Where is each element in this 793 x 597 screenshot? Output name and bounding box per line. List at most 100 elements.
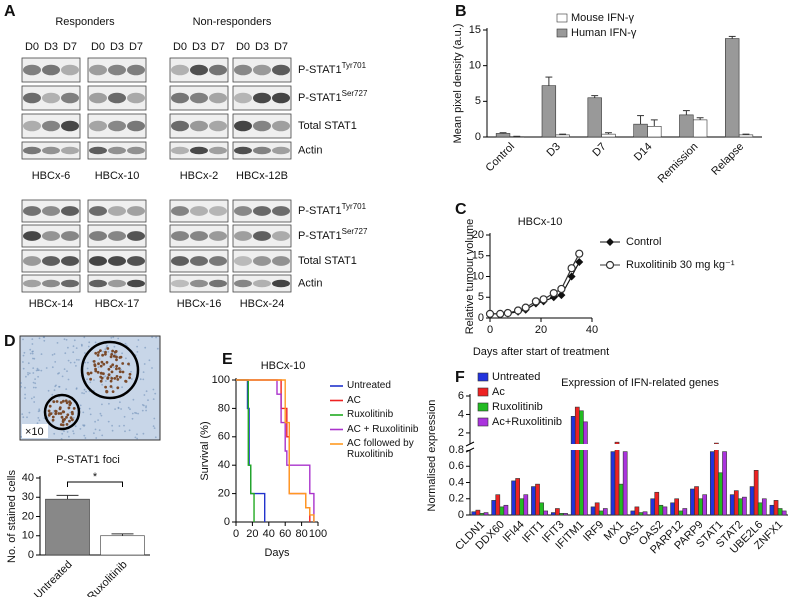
blot-band (272, 64, 290, 76)
tissue-dot (84, 352, 86, 354)
blot-band (171, 92, 189, 104)
bar (698, 498, 703, 516)
y-tick-label: 4 (458, 408, 464, 420)
blot-band (61, 206, 79, 216)
tissue-dot (104, 348, 107, 351)
blot-band (171, 206, 189, 216)
blot-band (272, 231, 290, 241)
tissue-dot (31, 338, 34, 340)
bar (634, 506, 640, 516)
y-tick-label: 2 (458, 427, 464, 439)
blot-band (61, 64, 79, 76)
stained-dot (70, 410, 74, 414)
blot-band (253, 92, 271, 104)
blot-band (89, 146, 107, 155)
y-tick-label: 15 (469, 24, 481, 36)
bar (541, 85, 557, 138)
bar (638, 512, 644, 516)
bar (45, 498, 90, 556)
y-tick-label: 5 (475, 95, 481, 107)
tissue-dot (93, 379, 95, 381)
tissue-dot (87, 345, 90, 348)
timepoint-label: D7 (274, 41, 288, 53)
sample-label: HBCx-12B (236, 170, 288, 182)
stained-dot (115, 367, 118, 371)
tissue-dot (152, 388, 155, 391)
legend-label-box: AC + Ruxolitinib (347, 424, 418, 435)
blot-band (23, 206, 41, 216)
survival-curve (236, 379, 315, 522)
bar (682, 508, 688, 516)
blot (21, 141, 81, 160)
stained-dot (57, 412, 61, 415)
y-tick-label: 10 (22, 530, 34, 542)
focus-ring (43, 393, 81, 431)
bar (722, 451, 727, 516)
tissue-dot (129, 408, 131, 411)
tissue-dot (110, 336, 113, 339)
tissue-dot (81, 344, 83, 347)
tissue-dot (61, 375, 64, 378)
legend-label: Ac+Ruxolitinib (492, 416, 562, 428)
blot-band (272, 256, 290, 266)
chart-title: HBCx-10 (518, 216, 563, 228)
timepoint-label: D3 (44, 41, 58, 53)
tissue-dot (86, 378, 88, 381)
tissue-dot (27, 372, 29, 374)
tissue-dot (52, 411, 54, 414)
bar (630, 510, 636, 516)
tissue-dot (151, 367, 153, 369)
blot-band (42, 120, 60, 132)
stained-dot (105, 390, 109, 394)
tissue-dot (148, 359, 151, 362)
tissue-dot (20, 382, 22, 384)
tissue-dot (20, 435, 23, 438)
tissue-dot (36, 367, 39, 370)
row-label-name: P-STAT1 (298, 205, 342, 217)
tissue-dot (27, 362, 30, 365)
y-axis-label: Relative tumour volume (464, 219, 476, 335)
row-label-name: Total STAT1 (298, 255, 357, 267)
tissue-dot (120, 368, 122, 371)
row-label: P-STAT1Ser727 (298, 227, 368, 242)
blot (21, 274, 81, 293)
blot-band (42, 146, 60, 155)
blot-band (209, 256, 227, 266)
tissue-dot (24, 397, 26, 400)
group-title: Non-responders (193, 16, 272, 28)
stained-dot (115, 355, 118, 359)
blot-band (42, 231, 60, 241)
blot-band (190, 206, 208, 216)
marker (575, 249, 584, 258)
blot-band (234, 231, 252, 241)
y-tick-label: 100 (212, 374, 230, 386)
survival-curve (236, 379, 266, 522)
stained-dot (111, 390, 115, 393)
blot (169, 274, 229, 293)
tissue-dot (67, 378, 70, 381)
tissue-dot (29, 348, 32, 351)
tissue-dot (69, 361, 72, 364)
bar (618, 483, 624, 516)
panel-label: D (4, 333, 16, 350)
stained-dot (94, 351, 98, 355)
stained-dot (105, 361, 109, 364)
tissue-dot (113, 345, 116, 348)
tissue-dot (104, 375, 107, 378)
stained-dot (100, 360, 104, 364)
stained-dot (64, 399, 68, 403)
tissue-dot (118, 425, 121, 427)
tissue-dot (117, 406, 120, 409)
blot-band (253, 120, 271, 132)
bar (543, 510, 549, 516)
x-tick-label: 20 (535, 324, 547, 336)
legend-label: Untreated (347, 380, 391, 391)
tissue-dot (113, 366, 115, 369)
row-label-name: P-STAT1 (298, 230, 342, 242)
bar (642, 511, 648, 516)
tissue-dot (124, 430, 126, 433)
y-tick-label: 40 (22, 472, 34, 484)
bar (658, 504, 664, 516)
bar (471, 511, 477, 516)
stained-dot (51, 418, 55, 422)
